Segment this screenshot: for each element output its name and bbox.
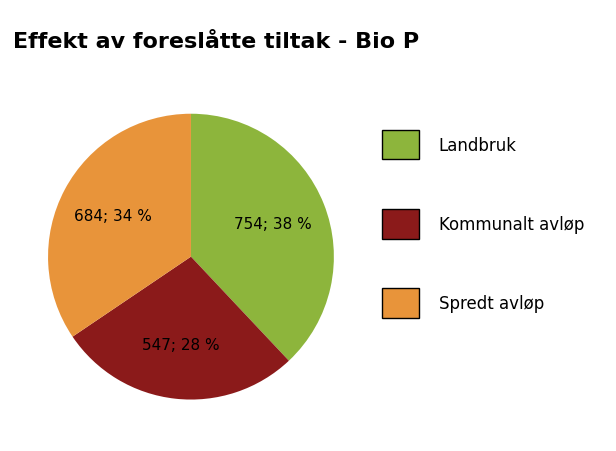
- Text: Landbruk: Landbruk: [439, 137, 517, 154]
- Wedge shape: [191, 115, 334, 361]
- Text: Kommunalt avløp: Kommunalt avløp: [439, 216, 584, 233]
- Text: Effekt av foreslåtte tiltak - Bio P: Effekt av foreslåtte tiltak - Bio P: [12, 32, 419, 51]
- FancyBboxPatch shape: [382, 210, 419, 239]
- Text: Spredt avløp: Spredt avløp: [439, 295, 544, 312]
- Text: 684; 34 %: 684; 34 %: [74, 208, 152, 223]
- Wedge shape: [48, 115, 191, 337]
- FancyBboxPatch shape: [382, 131, 419, 160]
- FancyBboxPatch shape: [382, 289, 419, 318]
- Text: 754; 38 %: 754; 38 %: [235, 217, 312, 232]
- Wedge shape: [73, 257, 289, 400]
- Text: 547; 28 %: 547; 28 %: [142, 337, 220, 352]
